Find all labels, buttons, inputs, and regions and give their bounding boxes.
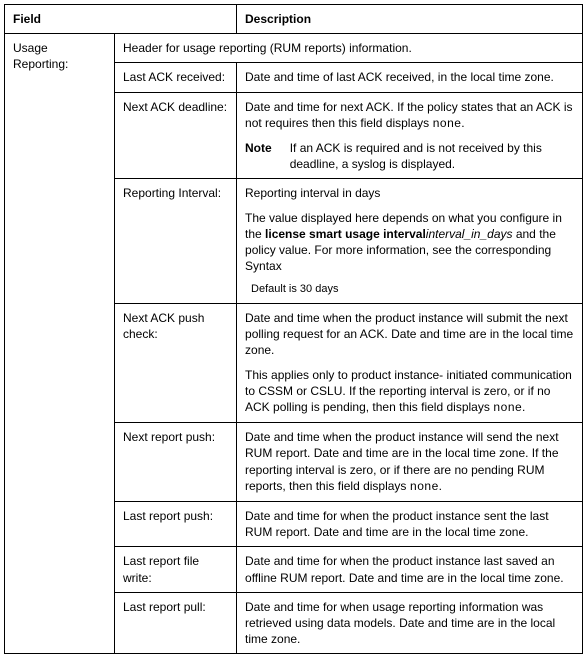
group-title-cell: Usage Reporting:	[5, 34, 115, 654]
default-text: Default is 30 days	[245, 282, 574, 297]
italic-text: interval_in_days	[426, 227, 513, 241]
text: Date and time when the product instance …	[245, 430, 559, 493]
subfield-desc: Date and time for when the product insta…	[237, 547, 583, 592]
bold-text: license smart usage interval	[265, 227, 426, 241]
usage-reporting-table: Field Description Usage Reporting: Heade…	[4, 4, 583, 654]
subfield-desc: Date and time when the product instance …	[237, 423, 583, 502]
note-block: Note If an ACK is required and is not re…	[245, 140, 574, 172]
header-field: Field	[5, 5, 237, 34]
mono-text: none	[432, 117, 461, 131]
text: Reporting interval in days	[245, 185, 574, 201]
subfield-label: Next ACK deadline:	[115, 92, 237, 179]
group-intro-cell: Header for usage reporting (RUM reports)…	[115, 34, 583, 63]
subfield-desc: Date and time for next ACK. If the polic…	[237, 92, 583, 179]
subfield-label: Next ACK push check:	[115, 304, 237, 423]
mono-text: none	[493, 401, 522, 415]
note-body: If an ACK is required and is not receive…	[290, 140, 574, 172]
text: .	[522, 400, 525, 414]
subfield-desc: Date and time for when the product insta…	[237, 501, 583, 546]
note-label: Note	[245, 140, 272, 172]
text: .	[439, 479, 442, 493]
subfield-desc: Reporting interval in days The value dis…	[237, 179, 583, 304]
subfield-label: Reporting Interval:	[115, 179, 237, 304]
table-header-row: Field Description	[5, 5, 583, 34]
text: .	[461, 116, 464, 130]
subfield-label: Last report push:	[115, 501, 237, 546]
subfield-label: Last report pull:	[115, 592, 237, 654]
subfield-label: Last ACK received:	[115, 63, 237, 92]
subfield-desc: Date and time of last ACK received, in t…	[237, 63, 583, 92]
mono-text: none	[410, 480, 439, 494]
text: Date and time for next ACK. If the polic…	[245, 100, 573, 130]
subfield-desc: Date and time for when usage reporting i…	[237, 592, 583, 654]
header-description: Description	[237, 5, 583, 34]
subfield-label: Last report file write:	[115, 547, 237, 592]
subfield-label: Next report push:	[115, 423, 237, 502]
subfield-desc: Date and time when the product instance …	[237, 304, 583, 423]
text: Date and time when the product instance …	[245, 310, 574, 359]
table-row: Usage Reporting: Header for usage report…	[5, 34, 583, 63]
